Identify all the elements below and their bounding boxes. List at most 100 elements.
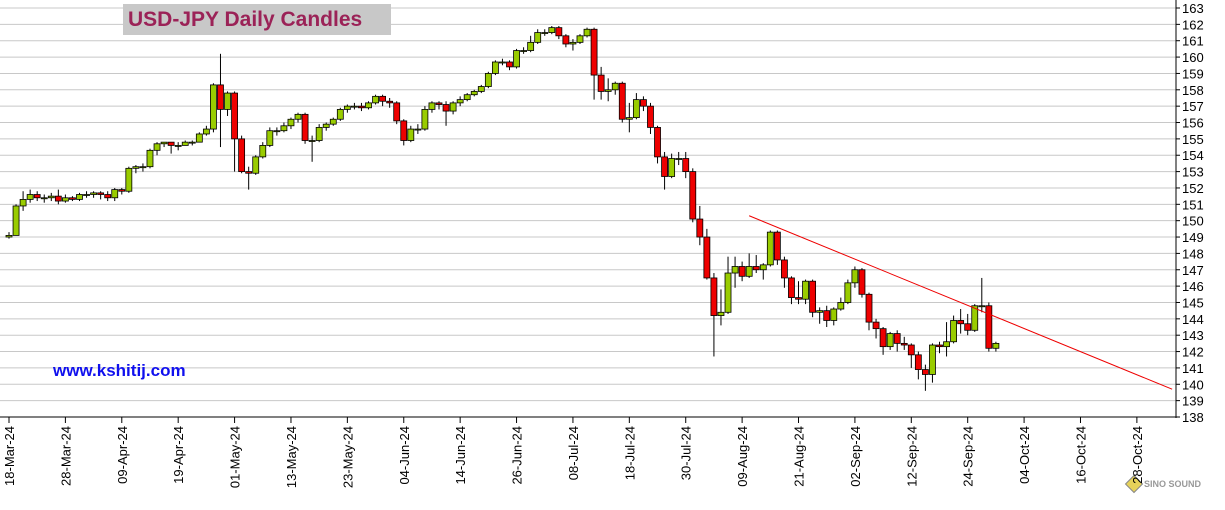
candle-body: [449, 102, 457, 112]
candle-body: [428, 102, 436, 110]
x-tick-label: 26-Jun-24: [510, 426, 525, 485]
candle-body: [329, 118, 337, 125]
y-tick-label: 152: [1182, 181, 1204, 196]
candle-body: [477, 86, 485, 92]
candle-body: [710, 277, 718, 316]
y-tick-label: 144: [1182, 312, 1204, 327]
candle-body: [640, 99, 647, 107]
candle-body: [372, 95, 379, 104]
y-tick-label: 159: [1182, 66, 1204, 81]
candle-body: [210, 84, 217, 130]
candle-body: [858, 269, 866, 295]
y-tick-label: 139: [1182, 394, 1204, 409]
candle-body: [914, 354, 922, 370]
candle-body: [393, 102, 401, 122]
candle-body: [104, 194, 112, 199]
candle-body: [978, 305, 986, 308]
candle-body: [766, 231, 774, 266]
y-tick-label: 151: [1182, 197, 1204, 212]
y-tick-label: 153: [1182, 165, 1204, 180]
candle-body: [484, 73, 492, 87]
candle-body: [936, 344, 943, 348]
candle-body: [273, 130, 281, 133]
candle-body: [351, 105, 358, 108]
candle-body: [590, 28, 598, 76]
candle-body: [788, 277, 795, 298]
candle-body: [562, 35, 570, 45]
candle-body: [668, 158, 676, 177]
candle-body: [174, 145, 182, 147]
x-tick-label: 21-Aug-24: [792, 426, 807, 487]
y-tick-label: 142: [1182, 345, 1204, 360]
candle-body: [576, 35, 584, 43]
x-tick-label: 30-Jul-24: [679, 426, 694, 480]
candle-body: [555, 27, 563, 37]
candle-body: [61, 197, 69, 202]
candle-body: [943, 341, 950, 348]
y-tick-label: 158: [1182, 83, 1204, 98]
candle-body: [583, 28, 591, 37]
x-tick-label: 04-Jun-24: [397, 426, 412, 485]
candle-body: [245, 171, 253, 174]
x-tick-label: 09-Apr-24: [115, 426, 130, 484]
candle-body: [654, 127, 661, 158]
trendline: [748, 215, 1173, 390]
candle-body: [647, 105, 654, 128]
candle-body: [19, 199, 27, 207]
candle-body: [816, 310, 824, 313]
candle-body: [26, 194, 34, 200]
candle-body: [696, 218, 704, 238]
candle-body: [421, 109, 429, 130]
x-tick-label: 18-Jul-24: [622, 426, 637, 480]
y-tick-label: 147: [1182, 263, 1204, 278]
candle-body: [802, 280, 809, 300]
candle-body: [188, 141, 196, 144]
candle-body: [611, 82, 619, 91]
candle-body: [893, 333, 901, 344]
candle-body: [47, 195, 55, 199]
candle-body: [661, 156, 668, 177]
candle-body: [315, 127, 323, 141]
candle-body: [111, 189, 119, 199]
candle-body: [217, 84, 224, 110]
candle-body: [682, 158, 690, 172]
candle-body: [238, 138, 246, 173]
candle-body: [231, 92, 238, 140]
logo-icon: [1124, 474, 1144, 494]
candle-body: [301, 113, 309, 141]
y-tick-label: 149: [1182, 230, 1204, 245]
candle-body: [358, 105, 365, 109]
candle-body: [886, 333, 894, 348]
candle-body: [879, 328, 887, 348]
candle-body: [717, 311, 725, 316]
x-tick-label: 16-Oct-24: [1073, 426, 1088, 484]
candle-body: [181, 141, 189, 146]
candle-body: [407, 128, 415, 141]
y-tick-label: 138: [1182, 410, 1204, 425]
candle-body: [929, 344, 936, 375]
candle-body: [294, 113, 302, 120]
candle-body: [69, 197, 76, 200]
chart-title: USD-JPY Daily Candles: [128, 8, 362, 31]
candle-body: [985, 305, 993, 349]
candle-body: [527, 41, 535, 51]
candle-body: [604, 89, 612, 92]
y-tick-label: 154: [1182, 148, 1204, 163]
candle-body: [618, 82, 626, 120]
candle-body: [202, 128, 210, 135]
candle-body: [745, 266, 753, 277]
x-tick-label: 13-May-24: [284, 426, 299, 488]
y-tick-label: 146: [1182, 279, 1204, 294]
y-tick-label: 155: [1182, 132, 1204, 147]
candle-body: [195, 133, 203, 143]
candle-body: [900, 342, 908, 346]
y-tick-label: 157: [1182, 99, 1204, 114]
candle-body: [520, 50, 527, 52]
candle-body: [456, 99, 464, 104]
candle-body: [5, 235, 13, 238]
candle-body: [809, 280, 817, 313]
candle-body: [971, 305, 979, 331]
candle-body: [287, 118, 295, 127]
